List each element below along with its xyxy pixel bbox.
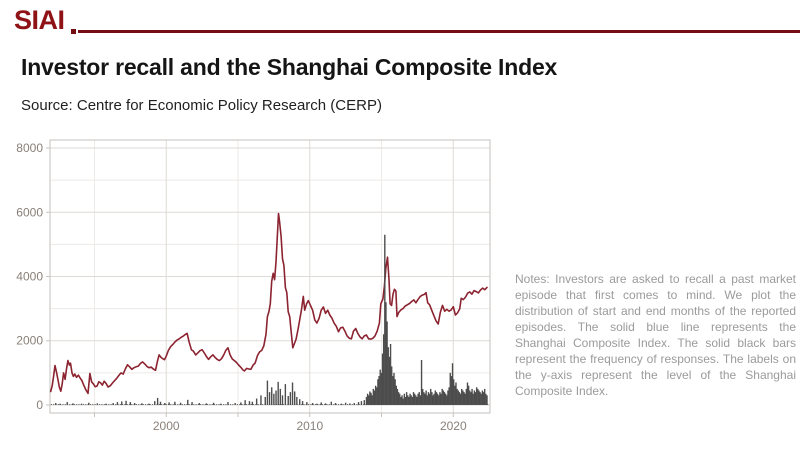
x-tick-label: 2010 — [296, 419, 323, 433]
notes-text: Notes: Investors are asked to recall a p… — [515, 272, 796, 398]
y-tick-label: 0 — [36, 398, 43, 412]
index-line — [49, 212, 488, 395]
x-tick-label: 2020 — [440, 419, 467, 433]
logo-dot — [71, 29, 76, 34]
y-tick-label: 6000 — [16, 205, 43, 219]
axis-ticks — [46, 147, 454, 417]
frequency-bars — [55, 234, 488, 405]
source-line: Source: Centre for Economic Policy Resea… — [21, 97, 382, 114]
logo-rule — [78, 30, 800, 33]
page-title: Investor recall and the Shanghai Composi… — [21, 54, 558, 80]
chart: 2000 2010 2020 0 2000 4000 6000 8000 — [16, 139, 491, 433]
logo-text: SIAI — [14, 5, 65, 35]
axis-labels: 2000 2010 2020 0 2000 4000 6000 8000 — [16, 141, 467, 433]
chart-area: 2000 2010 2020 0 2000 4000 6000 8000 — [14, 138, 500, 440]
y-tick-label: 8000 — [16, 141, 43, 155]
y-tick-label: 4000 — [16, 270, 43, 284]
x-tick-label: 2000 — [153, 419, 180, 433]
grid-major — [50, 140, 490, 413]
y-tick-label: 2000 — [16, 334, 43, 348]
